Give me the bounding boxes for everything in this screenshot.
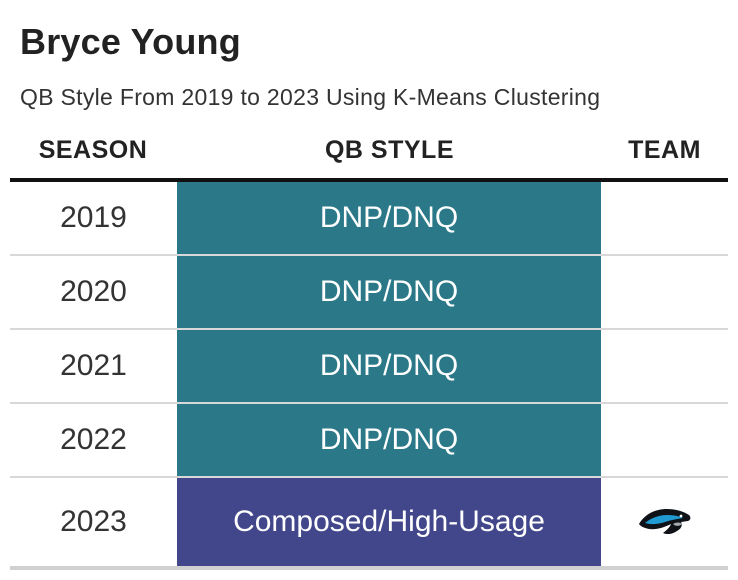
table-row: 2023 Composed/High-Usage [10, 478, 728, 570]
team-cell [601, 404, 728, 476]
column-header-qb-style: QB STYLE [324, 136, 454, 164]
qb-style-cell: DNP/DNQ [177, 182, 601, 254]
season-cell: 2023 [60, 505, 127, 538]
page-subtitle: QB Style From 2019 to 2023 Using K-Means… [20, 84, 601, 110]
qb-style-cell: DNP/DNQ [177, 330, 601, 402]
qb-style-cell: DNP/DNQ [177, 256, 601, 328]
qb-style-cell: DNP/DNQ [177, 404, 601, 476]
table-row: 2019 DNP/DNQ [10, 182, 728, 256]
season-cell: 2022 [60, 423, 127, 456]
column-header-season: SEASON [38, 136, 148, 164]
qb-style-table: 2019 DNP/DNQ 2020 DNP/DNQ 2021 DNP/DNQ 2… [10, 182, 728, 570]
team-cell [601, 256, 728, 328]
season-cell: 2020 [60, 275, 127, 308]
header-divider [10, 178, 728, 182]
table-row: 2021 DNP/DNQ [10, 330, 728, 404]
season-cell: 2019 [60, 201, 127, 234]
table-row: 2022 DNP/DNQ [10, 404, 728, 478]
page-title: Bryce Young [20, 21, 241, 62]
team-cell [601, 330, 728, 402]
season-cell: 2021 [60, 349, 127, 382]
table-row: 2020 DNP/DNQ [10, 256, 728, 330]
column-header-team: TEAM [628, 136, 701, 164]
team-cell [601, 182, 728, 254]
qb-style-cell: Composed/High-Usage [177, 478, 601, 566]
panthers-logo-icon [638, 509, 690, 535]
team-cell [601, 478, 728, 566]
